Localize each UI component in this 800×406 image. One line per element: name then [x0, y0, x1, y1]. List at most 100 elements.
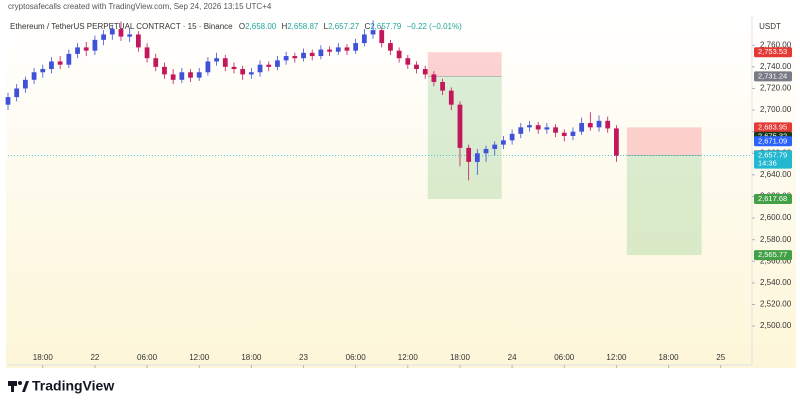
legend-change: −0.22 (−0.01%) [407, 22, 462, 31]
candle-body [188, 72, 193, 78]
candle-body [422, 69, 428, 75]
candle-body [396, 50, 402, 59]
y-tick-label: 2,560.00 [760, 256, 792, 265]
brand-logo: TradingView [8, 378, 114, 394]
chart-background [6, 14, 796, 368]
legend-key: O [239, 22, 245, 31]
candle-body [448, 90, 454, 105]
candle-body [440, 81, 445, 91]
logo-shape [11, 381, 14, 392]
price-tag [754, 150, 792, 169]
candle-body [75, 47, 80, 54]
candle-body [361, 34, 367, 44]
candle-body [544, 127, 550, 130]
plot: 2,500.00 2,520.00 2,540.00 2,560.00 2,580.00… [5, 15, 792, 368]
price-tag-label: 2,675.32 [758, 132, 787, 141]
price-tag-label: 2,753.53 [758, 47, 787, 56]
target-zone [427, 76, 502, 199]
candle-body [153, 58, 159, 67]
candle-body [344, 47, 350, 51]
candle-body [579, 123, 585, 132]
candle-body [535, 125, 541, 130]
x-tick-label: 18:00 [33, 353, 54, 362]
x-tick-label: 18:00 [659, 353, 680, 362]
candle-body [5, 97, 11, 105]
candle-body [335, 47, 341, 52]
candle-body [49, 61, 54, 70]
candle-body [405, 58, 411, 65]
price-tag [754, 250, 792, 261]
candle-body [483, 148, 489, 154]
candle-body [248, 72, 254, 75]
candle-body [257, 64, 263, 73]
candle-body [327, 49, 332, 52]
price-tag-label: 2,617.68 [758, 194, 787, 203]
x-tick-label: 12:00 [606, 353, 627, 362]
candle-body [388, 43, 393, 51]
y-tick-label: 2,700.00 [760, 105, 792, 114]
price-tag [754, 193, 792, 204]
x-tick-label: 25 [716, 353, 725, 362]
candle-body [135, 34, 141, 48]
candle-body [283, 56, 289, 61]
candle-body [370, 30, 376, 35]
candle-body [266, 64, 272, 67]
x-tick-label: 18:00 [241, 353, 262, 362]
price-tag-label: 2,565.77 [758, 250, 787, 259]
x-tick-label: 23 [299, 353, 308, 362]
legend-value: 2,658.00 [245, 22, 277, 31]
candle-body [196, 72, 202, 78]
x-tick-label: 12:00 [398, 353, 419, 362]
y-tick-label: 2,500.00 [760, 321, 792, 330]
candle-body [596, 120, 602, 128]
price-tag-countdown: 14:36 [758, 159, 777, 168]
candle-body [170, 74, 176, 80]
candle-body [318, 49, 324, 57]
candle-body [553, 127, 558, 133]
candle-body [83, 47, 89, 51]
candle-body [501, 140, 506, 145]
candle-body [309, 52, 315, 57]
candle-body [414, 64, 419, 70]
price-tag [754, 122, 792, 133]
candle-body [205, 61, 211, 73]
currency: USDT [759, 22, 781, 31]
legend-symbol: Ethereum / TetherUS PERPETUAL CONTRACT ·… [10, 22, 233, 31]
y-tick-label: 2,540.00 [760, 278, 792, 287]
logo-shape [22, 381, 29, 392]
x-tick-label: 18:00 [450, 353, 471, 362]
candle-body [466, 147, 472, 162]
price-tag [754, 47, 792, 58]
candle-body [66, 53, 72, 65]
legend: Ethereum / TetherUS PERPETUAL CONTRACT ·… [10, 22, 462, 31]
candle-body [292, 56, 298, 59]
brand: TradingView [32, 378, 114, 394]
candle-body [179, 72, 185, 80]
candle-body [127, 34, 133, 37]
candle-body [518, 127, 524, 134]
candle-body [353, 43, 359, 51]
candle-body [379, 30, 385, 44]
legend-key: L [324, 22, 329, 31]
y-tick-label: 2,580.00 [760, 235, 792, 244]
logo-shape [18, 381, 22, 385]
legend-value: 2,657.27 [328, 22, 360, 31]
candle-body [587, 123, 593, 128]
legend-key: H [281, 22, 287, 31]
candle-body [614, 128, 619, 156]
y-tick-label: 2,760.00 [760, 40, 792, 49]
x-tick-label: 24 [508, 353, 517, 362]
stop-zone [427, 52, 502, 77]
candle-body [14, 88, 20, 98]
candle-body [301, 52, 306, 59]
y-tick-label: 2,640.00 [760, 170, 792, 179]
candle-body [605, 120, 611, 129]
candle-body [31, 72, 37, 80]
candle-body [275, 60, 280, 67]
y-tick-label: 2,600.00 [760, 213, 792, 222]
candle-body [431, 74, 437, 82]
candle-body [92, 39, 98, 51]
candle-body [40, 69, 46, 73]
price-tag-label: 2,671.09 [758, 136, 787, 145]
